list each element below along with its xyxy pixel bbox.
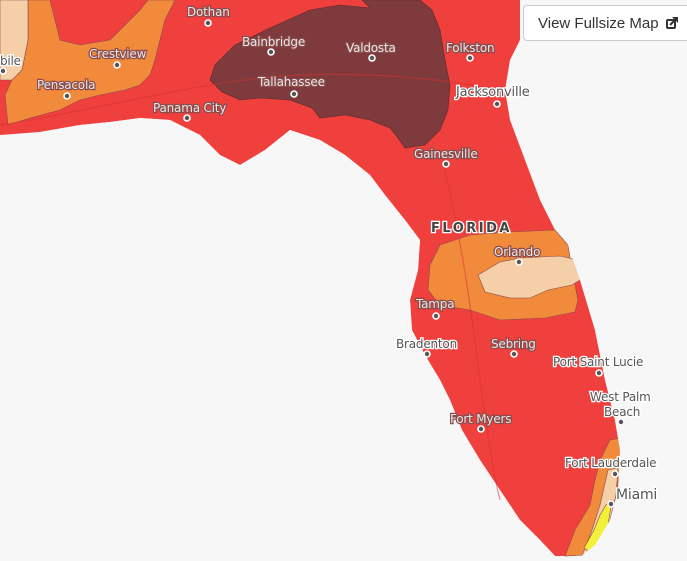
city-label-west-palm: West Palm: [590, 390, 651, 404]
city-label-bradenton: Bradenton: [396, 337, 457, 351]
region-red: [0, 0, 620, 556]
city-markers: [0, 19, 625, 508]
city-label-pensacola: Pensacola: [37, 78, 95, 92]
city-label-orlando: Orlando: [494, 245, 540, 259]
city-label-miami: Miami: [616, 487, 657, 503]
road: [439, 149, 501, 501]
city-label-sebring: Sebring: [491, 337, 536, 351]
region-peach-orlando: [477, 255, 581, 299]
road: [0, 73, 521, 126]
city-label-folkston: Folkston: [446, 41, 494, 55]
city-label-fort-lauderdale: Fort Lauderdale: [565, 456, 656, 470]
city-label-beach: Beach: [604, 405, 640, 419]
external-link-icon: [665, 17, 678, 29]
city-label-crestview: Crestview: [89, 47, 147, 61]
region-orange-west: [4, 0, 176, 126]
city-label-bainbridge: Bainbridge: [242, 35, 305, 49]
city-label-port-saint-lucie: Port Saint Lucie: [553, 355, 643, 369]
view-fullsize-map-button[interactable]: View Fullsize Map: [523, 5, 687, 41]
city-label-mobile: bile: [0, 54, 21, 68]
city-label-tampa: Tampa: [415, 297, 454, 311]
region-peach-west: [0, 0, 29, 81]
atlantic-ocean: [510, 35, 687, 561]
city-label-gainesville: Gainesville: [414, 147, 478, 161]
city-label-valdosta: Valdosta: [346, 41, 396, 55]
state-label-florida: FLORIDA: [431, 221, 512, 236]
city-label-fort-myers: Fort Myers: [450, 412, 511, 426]
view-fullsize-map-label: View Fullsize Map: [538, 14, 659, 32]
city-label-jacksonville: Jacksonville: [455, 85, 530, 100]
gulf-of-mexico: [0, 118, 555, 561]
city-label-tallahassee: Tallahassee: [257, 75, 325, 89]
city-label-dothan: Dothan: [187, 5, 230, 19]
city-label-panama-city: Panama City: [153, 101, 226, 115]
